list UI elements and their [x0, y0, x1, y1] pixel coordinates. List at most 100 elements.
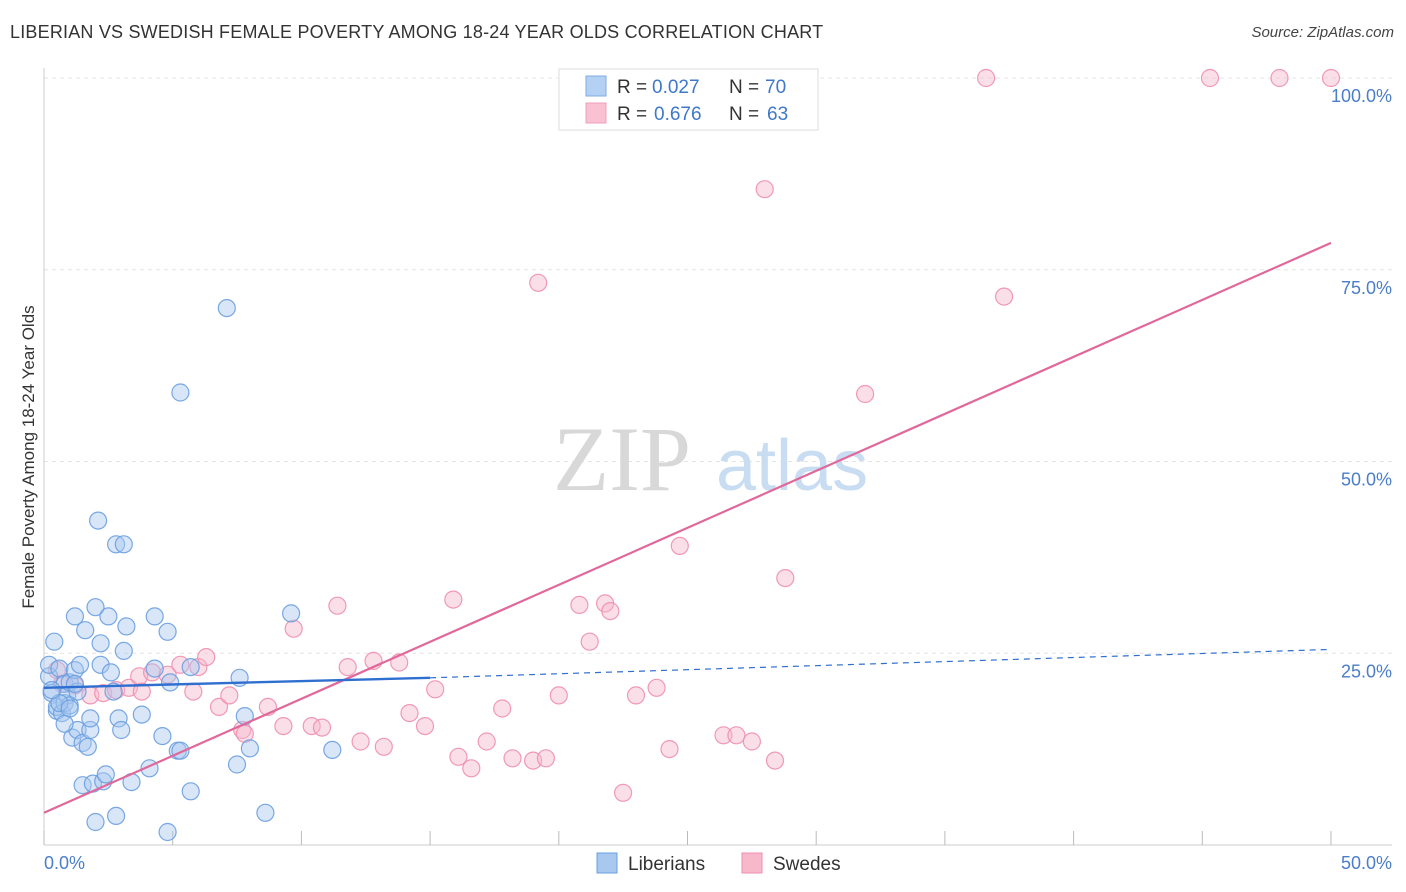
x-tick-labels: 0.0% 50.0%: [44, 853, 1392, 873]
liberians-point-60: [240, 739, 259, 758]
liberians-point-24: [81, 709, 100, 728]
liberians-point-49: [158, 822, 177, 842]
legend-r-value-swedes: 0.676: [654, 104, 702, 125]
liberians-point-1: [39, 655, 59, 674]
bottom-legend-swatch-swedes: [741, 852, 763, 874]
swedes-point-31: [415, 716, 435, 736]
trend-lines: [43, 241, 1332, 814]
liberians-point-3: [45, 632, 64, 651]
liberians-point-34: [101, 663, 121, 682]
swedes-point-44: [580, 632, 599, 651]
swedes-point-53: [727, 726, 746, 745]
swedes-point-54: [742, 732, 762, 751]
swedes-point-62: [1200, 68, 1220, 88]
liberians-point-54: [181, 657, 200, 677]
swedes-point-51: [670, 536, 689, 556]
swedes-point-15: [209, 697, 229, 717]
liberians-point-33: [99, 607, 118, 626]
swedes-point-24: [328, 596, 347, 615]
legend-n-label-liberians: N =: [729, 77, 759, 98]
swedes-point-37: [493, 699, 512, 718]
liberians-point-43: [132, 705, 151, 724]
liberians-point-38: [112, 720, 131, 740]
swedes-point-25: [338, 657, 357, 677]
legend-n-value-swedes: 63: [767, 104, 788, 125]
swedes-point-49: [647, 678, 666, 697]
legend-swatch-swedes: [585, 102, 607, 124]
chart-title: LIBERIAN VS SWEDISH FEMALE POVERTY AMONG…: [10, 22, 824, 42]
liberians-point-28: [88, 511, 108, 530]
watermark-zip: ZIP: [553, 408, 691, 510]
liberians-point-27: [86, 812, 105, 832]
swedes-point-60: [976, 68, 996, 88]
swedes-point-56: [765, 751, 785, 770]
liberians-point-29: [91, 634, 110, 653]
bottom-legend-label-liberians: Liberians: [628, 854, 705, 875]
y-tick-label-1: 50.0%: [1341, 470, 1392, 490]
liberians-point-47: [153, 726, 172, 746]
legend-swatch-liberians: [585, 75, 607, 97]
y-tick-label-2: 75.0%: [1341, 278, 1392, 298]
y-tick-label-3: 100.0%: [1331, 86, 1392, 106]
swedes-point-26: [351, 732, 370, 751]
liberians-point-15: [65, 607, 85, 626]
liberians-point-50: [161, 673, 180, 692]
swedes-point-52: [714, 726, 733, 745]
liberians-point-18: [70, 655, 90, 674]
swedes-points: [47, 68, 1341, 802]
swedes-point-47: [613, 783, 633, 802]
liberians-point-66: [42, 680, 61, 700]
swedes-point-57: [776, 568, 795, 588]
swedes-point-48: [626, 686, 646, 705]
swedes-point-34: [449, 747, 468, 766]
swedes-point-38: [503, 749, 522, 768]
swedes-point-41: [536, 749, 556, 768]
liberians-point-61: [256, 803, 275, 822]
swedes-point-61: [994, 287, 1014, 306]
liberians-point-46: [145, 607, 164, 626]
legend-r-value-liberians: 0.027: [652, 77, 700, 98]
swedes-point-33: [444, 590, 463, 609]
swedes-trend-line: [43, 241, 1332, 814]
liberians-point-36: [106, 806, 126, 826]
legend-r-label-liberians: R =: [617, 77, 647, 98]
swedes-point-42: [549, 686, 568, 705]
swedes-point-20: [274, 716, 293, 736]
legend-n-value-liberians: 70: [765, 77, 786, 98]
swedes-point-50: [660, 739, 679, 759]
swedes-point-21: [284, 619, 303, 638]
liberians-point-37: [109, 709, 128, 728]
liberians-trend-line: [43, 676, 431, 689]
swedes-point-30: [400, 703, 419, 723]
swedes-point-16: [220, 686, 239, 705]
source-label: Source: ZipAtlas.com: [1251, 24, 1394, 41]
swedes-point-8: [132, 682, 151, 701]
bottom-legend-label-swedes: Swedes: [773, 854, 841, 875]
liberians-point-69: [55, 714, 74, 733]
y-tick-labels: 25.0% 50.0% 75.0% 100.0%: [1331, 86, 1392, 681]
liberians-point-55: [181, 782, 200, 801]
y-axis-label: Female Poverty Among 18-24 Year Olds: [19, 305, 38, 608]
swedes-point-35: [462, 759, 481, 778]
liberians-trend-extension: [430, 648, 1332, 679]
liberians-point-45: [145, 659, 164, 678]
liberians-point-53: [171, 383, 190, 402]
liberians-point-62: [282, 604, 301, 623]
watermark: ZIP atlas: [553, 408, 868, 510]
grid-lines: [44, 77, 1392, 654]
swedes-point-64: [1321, 68, 1341, 88]
swedes-point-32: [426, 680, 445, 699]
liberians-point-30: [91, 655, 110, 674]
y-tick-label-0: 25.0%: [1341, 661, 1392, 681]
liberians-point-22: [78, 737, 97, 756]
legend-n-label-swedes: N =: [729, 104, 759, 125]
swedes-point-63: [1270, 68, 1289, 88]
x-tick-label-min: 0.0%: [44, 853, 85, 873]
liberians-point-35: [106, 535, 126, 554]
watermark-atlas: atlas: [716, 426, 868, 506]
liberians-point-64: [65, 674, 85, 694]
liberians-point-68: [60, 699, 79, 718]
liberians-points: [39, 299, 342, 842]
liberians-point-48: [158, 622, 177, 641]
